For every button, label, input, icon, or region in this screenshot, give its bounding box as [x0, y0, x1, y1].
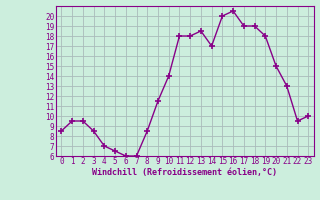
X-axis label: Windchill (Refroidissement éolien,°C): Windchill (Refroidissement éolien,°C): [92, 168, 277, 177]
